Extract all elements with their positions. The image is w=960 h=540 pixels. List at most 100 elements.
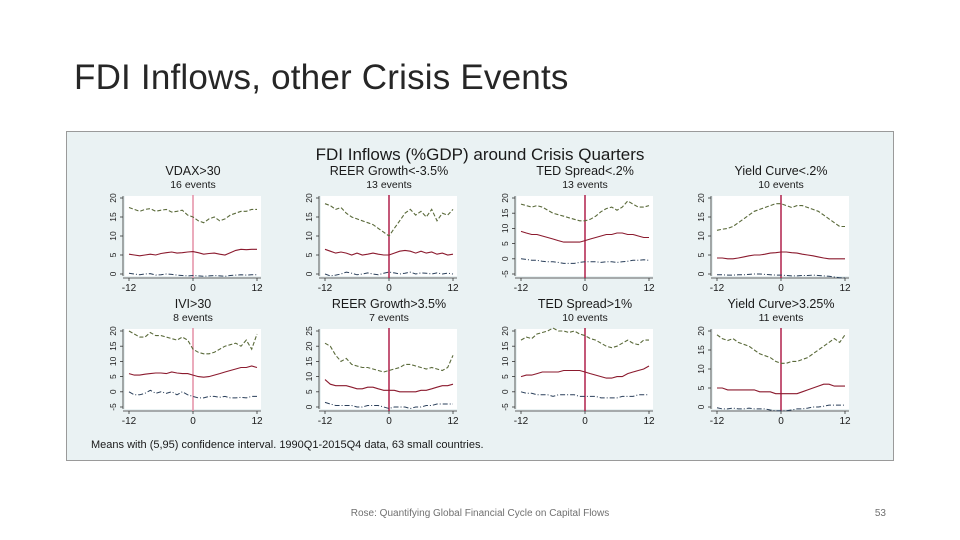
y-tick-label: 10 [304,231,314,241]
lower-band-line [717,273,845,279]
lower-band-line [128,389,257,399]
panel-subtitle: 16 events [170,179,216,191]
panel-subtitle: 11 events [759,312,804,324]
y-tick-label: 15 [500,341,510,351]
x-tick-label: 0 [190,283,196,294]
y-tick-label: 20 [696,193,706,203]
panel-subtitle: 10 events [562,312,608,324]
x-tick-label: -12 [318,283,333,294]
y-tick-label: 15 [500,208,510,218]
figure-frame: FDI Inflows (%GDP) around Crisis Quarter… [66,131,894,461]
x-tick-label: 12 [447,416,459,427]
x-tick-label: 0 [386,416,392,427]
y-tick-label: -5 [108,403,118,411]
y-tick-label: 0 [108,271,118,276]
panel-subtitle: 13 events [562,179,608,191]
x-tick-label: 12 [839,416,851,427]
lower-band-line [716,404,845,412]
chart-panel: REER Growth<-3.5%13 events 0 5 10 15 20 -12 0 12 [304,164,459,294]
x-tick-label: 0 [386,283,392,294]
y-tick-label: 20 [108,326,118,336]
y-tick-label: 5 [304,252,314,257]
y-tick-label: 10 [500,356,510,366]
y-tick-label: 15 [304,212,314,222]
y-tick-label: 20 [108,193,118,203]
upper-band-line [128,330,258,355]
panel-subtitle: 8 events [173,312,213,324]
upper-band-line [716,334,846,364]
y-tick-label: 0 [108,389,118,394]
x-tick-label: 12 [251,416,263,427]
y-tick-label: 20 [696,326,706,336]
mean-line [128,248,257,257]
x-tick-label: 12 [251,283,263,294]
x-tick-label: -12 [122,416,137,427]
x-tick-label: 0 [582,283,588,294]
mean-line [324,248,454,256]
y-tick-label: 0 [304,271,314,276]
y-tick-label: 20 [304,193,314,203]
panel-title: TED Spread>1% [538,297,632,311]
mean-line [717,251,845,260]
y-tick-label: 5 [304,389,314,394]
figure-note: Means with (5,95) confidence interval. 1… [91,439,484,451]
y-tick-label: 25 [304,326,314,336]
y-tick-label: 20 [304,341,314,351]
upper-band-line [520,327,649,349]
panel-title: IVI>30 [175,297,212,311]
crisis-panels-figure: FDI Inflows (%GDP) around Crisis Quarter… [91,145,851,451]
chart-panel: TED Spread<.2%13 events -5 0 5 10 15 20 -12 0 12 [500,164,655,294]
x-tick-label: -12 [710,416,725,427]
y-tick-label: 15 [304,356,314,366]
chart-panel: Yield Curve<.2%10 events 0 5 10 15 20 -12 0 12 [696,164,851,294]
panel-title: TED Spread<.2% [536,164,634,178]
y-tick-label: 10 [108,356,118,366]
y-tick-label: 5 [500,374,510,379]
y-tick-label: 0 [500,389,510,394]
upper-band-line [128,206,257,224]
x-tick-label: 0 [778,416,784,427]
mean-line [717,383,845,395]
lower-band-line [324,401,453,410]
panel-title: Yield Curve<.2% [735,164,828,178]
y-tick-label: 5 [696,385,706,390]
x-tick-label: 0 [778,283,784,294]
mean-line [520,230,649,243]
upper-band-line [324,342,454,373]
chart-panel: Yield Curve>3.25%11 events 0 5 10 15 20 -12 0 12 [696,297,851,427]
y-tick-label: 15 [696,212,706,222]
lower-band-line [520,391,649,399]
x-tick-label: 12 [643,416,655,427]
x-tick-label: 12 [839,283,851,294]
y-tick-label: 10 [500,223,510,233]
panel-title: VDAX>30 [165,164,220,178]
y-tick-label: 10 [696,231,706,241]
panel-title: REER Growth<-3.5% [330,164,448,178]
y-tick-label: -5 [500,403,510,411]
y-tick-label: 10 [304,372,314,382]
y-tick-label: 10 [108,231,118,241]
upper-band-line [520,200,650,222]
x-tick-label: -12 [710,283,725,294]
chart-panel: TED Spread>1%10 events -5 0 5 10 15 20 -12 0 12 [500,297,655,427]
y-tick-label: 5 [500,241,510,246]
x-tick-label: 0 [190,416,196,427]
x-tick-label: 12 [447,283,459,294]
y-tick-label: -5 [500,270,510,278]
slide-footer: Rose: Quantifying Global Financial Cycle… [350,508,610,519]
y-tick-label: 0 [304,404,314,409]
y-tick-label: 15 [108,341,118,351]
y-tick-label: 5 [696,252,706,257]
y-tick-label: 20 [500,193,510,203]
y-tick-label: 0 [696,271,706,276]
mean-line [128,365,258,378]
y-tick-label: 5 [108,374,118,379]
x-tick-label: 12 [643,283,655,294]
slide-title: FDI Inflows, other Crisis Events [74,58,569,97]
upper-band-line [716,203,845,231]
figure-title: FDI Inflows (%GDP) around Crisis Quarter… [316,145,645,164]
panel-subtitle: 13 events [366,179,412,191]
panel-title: Yield Curve>3.25% [728,297,835,311]
y-tick-label: 15 [108,212,118,222]
